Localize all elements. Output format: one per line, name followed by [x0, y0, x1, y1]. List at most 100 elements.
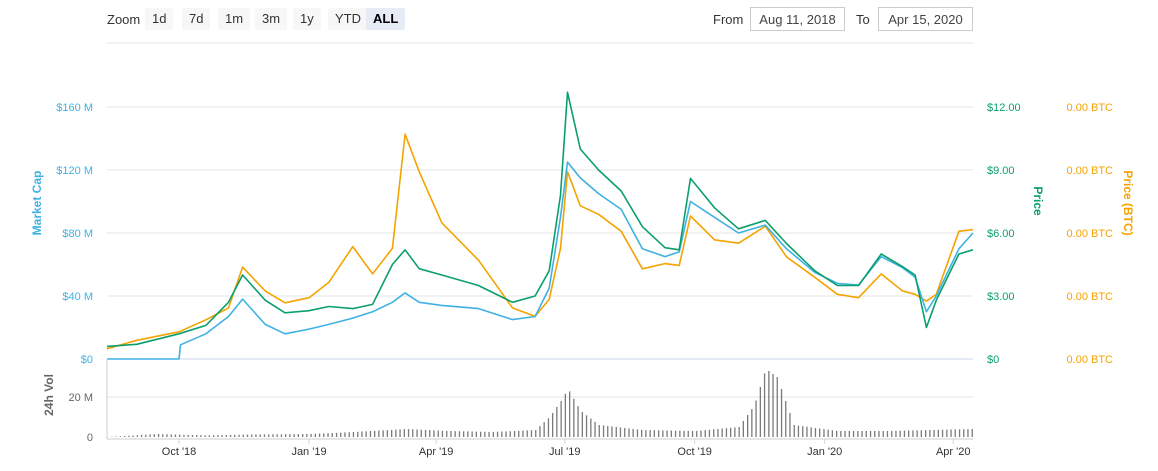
volume-bar: [560, 401, 562, 437]
volume-bar: [649, 430, 651, 437]
volume-bar: [861, 431, 863, 437]
volume-bar: [780, 389, 783, 437]
volume-bar: [191, 435, 194, 437]
volume-bar: [471, 431, 473, 437]
volume-bar: [513, 431, 516, 437]
volume-bar: [950, 429, 952, 437]
volume-bar: [666, 430, 668, 437]
zoom-3m-button[interactable]: 3m: [255, 8, 288, 30]
volume-bar: [251, 434, 253, 437]
volume-bar: [958, 429, 961, 437]
volume-bar: [484, 431, 486, 437]
volume-bar: [365, 431, 367, 437]
volume-bar: [348, 432, 350, 437]
volume-bar: [840, 431, 842, 437]
volume-bar: [653, 430, 655, 437]
price-btc-tick-label: 0.00 BTC: [1067, 228, 1114, 240]
volume-bar: [920, 430, 922, 437]
volume-bar: [149, 434, 151, 437]
volume-bar: [352, 432, 355, 437]
volume-bar: [776, 377, 778, 437]
volume-bar: [704, 430, 706, 437]
volume-bar: [463, 431, 465, 437]
volume-bar: [569, 391, 571, 437]
volume-bar: [446, 430, 448, 437]
volume-bar: [263, 434, 266, 437]
volume-bar: [730, 427, 732, 437]
x-axis-ticks: Oct '18 Jan '19 Apr '19 Jul '19 Oct '19 Jan '…: [162, 439, 970, 458]
grid-lines: [107, 106, 973, 360]
volume-tick-label: 0: [87, 432, 93, 444]
volume-bar: [674, 430, 677, 437]
volume-bar: [302, 434, 304, 437]
volume-bar: [331, 433, 333, 437]
zoom-7d-button[interactable]: 7d: [182, 8, 211, 30]
market-cap-axis-title: Market Cap: [30, 171, 44, 236]
volume-bar: [874, 431, 876, 437]
x-tick-label: Oct '18: [162, 446, 197, 458]
volume-bar: [547, 418, 550, 437]
volume-bar: [670, 430, 672, 437]
zoom-1d-button[interactable]: 1d: [145, 8, 174, 30]
volume-bar: [552, 413, 554, 437]
volume-bar: [268, 434, 270, 437]
volume-bar: [518, 430, 520, 437]
volume-bar: [852, 431, 855, 437]
series-line-price: [106, 91, 974, 348]
price-btc-tick-label: 0.00 BTC: [1067, 354, 1114, 366]
volume-bar: [615, 426, 617, 437]
volume-bar: [535, 430, 537, 437]
volume-bar: [297, 434, 299, 437]
volume-bar: [802, 426, 804, 437]
volume-bar: [721, 428, 723, 437]
volume-bar: [607, 426, 609, 437]
volume-bar: [395, 429, 397, 437]
volume-bar: [369, 431, 372, 437]
zoom-1m-button[interactable]: 1m: [218, 8, 251, 30]
volume-bar: [526, 430, 528, 437]
zoom-ytd-button[interactable]: YTD: [328, 8, 368, 30]
volume-bar: [683, 430, 685, 437]
volume-bar: [310, 433, 312, 437]
volume-bar: [967, 429, 969, 437]
volume-bar: [806, 426, 808, 437]
volume-bar: [679, 430, 681, 437]
volume-bar: [717, 428, 719, 437]
volume-bar: [225, 435, 227, 437]
volume-bar: [183, 434, 185, 437]
volume-bar: [124, 436, 126, 437]
volume-bar: [598, 425, 600, 437]
series-line-market-cap: [107, 161, 974, 360]
volume-bar: [132, 435, 134, 437]
price-tick-label: $9.00: [987, 165, 1015, 177]
volume-bar: [378, 430, 380, 437]
volume-bar: [420, 429, 422, 437]
volume-bar: [691, 430, 694, 437]
volume-bar: [246, 434, 249, 437]
volume-bar: [492, 431, 494, 437]
volume-bar: [391, 429, 393, 437]
volume-bar: [662, 430, 664, 437]
to-date-input[interactable]: [878, 7, 973, 31]
volume-bar: [179, 434, 181, 437]
volume-bar: [708, 429, 711, 437]
volume-bar: [585, 415, 588, 437]
volume-bar: [501, 431, 503, 437]
volume-bar: [823, 429, 825, 437]
volume-bar: [204, 435, 206, 437]
volume-bars: [111, 371, 973, 437]
volume-bar: [836, 430, 838, 437]
volume-bar: [386, 430, 388, 437]
from-date-input[interactable]: [750, 7, 845, 31]
volume-bar: [276, 434, 278, 437]
price-btc-tick-label: 0.00 BTC: [1067, 165, 1114, 177]
volume-bar: [522, 430, 524, 437]
volume-bar: [115, 436, 117, 437]
volume-bar: [399, 429, 401, 437]
zoom-1y-button[interactable]: 1y: [293, 8, 321, 30]
zoom-all-button[interactable]: ALL: [366, 8, 406, 30]
volume-bar: [162, 434, 164, 437]
volume-bar: [234, 434, 236, 437]
volume-bar: [229, 434, 232, 437]
volume-bar: [793, 425, 795, 437]
